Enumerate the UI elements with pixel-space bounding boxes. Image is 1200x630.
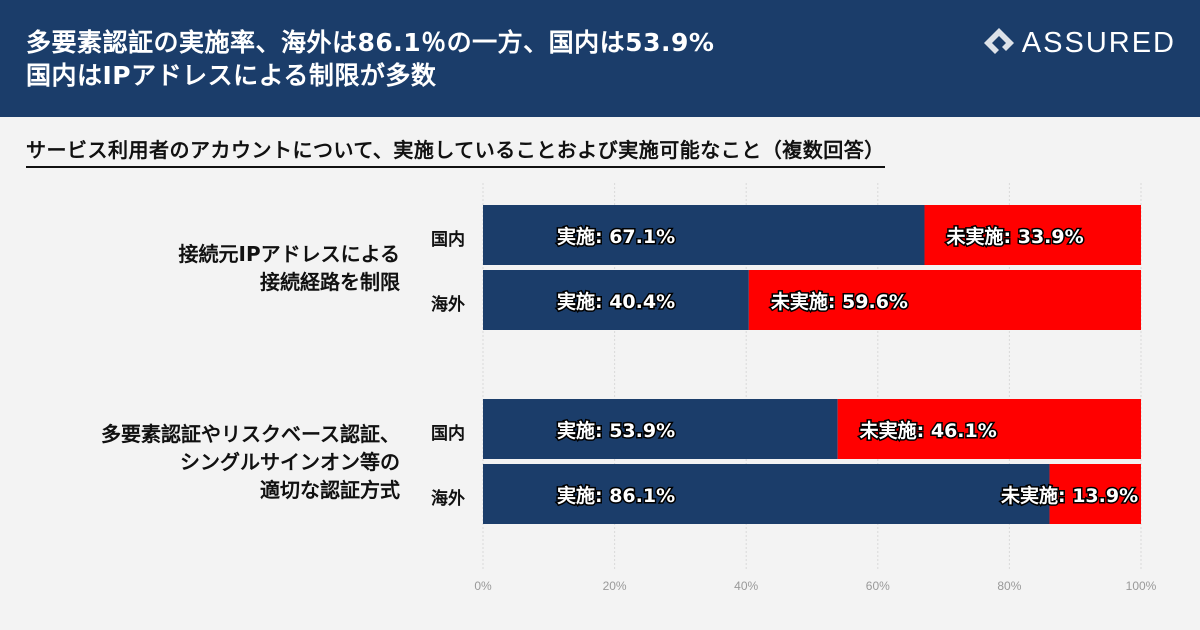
chart-subtitle: サービス利用者のアカウントについて、実施していることおよび実施可能なこと（複数回…	[26, 134, 885, 168]
data-label: 実施: 67.1%	[557, 225, 675, 248]
title-line-2: 国内はIPアドレスによる制限が多数	[26, 61, 437, 90]
bar-segment-implemented	[483, 464, 1050, 524]
x-tick-label: 0%	[474, 579, 492, 593]
x-tick-label: 40%	[734, 579, 758, 593]
x-tick-label: 20%	[603, 579, 627, 593]
data-label: 実施: 53.9%	[557, 419, 675, 442]
row-label-overseas: 海外	[431, 295, 465, 315]
data-label: 未実施: 46.1%	[859, 419, 997, 442]
data-label: 実施: 86.1%	[557, 484, 675, 507]
row-label-overseas: 海外	[431, 489, 465, 509]
bar-segment-implemented	[483, 205, 925, 265]
bar-segment-not-implemented	[748, 270, 1141, 330]
group-label-line: シングルサインオン等の	[180, 450, 400, 474]
group-label-ip: 接続元IPアドレスによる 接続経路を制限	[179, 240, 401, 296]
page-title: 多要素認証の実施率、海外は86.1％の一方、国内は53.9% 国内はIPアドレス…	[26, 26, 714, 92]
assured-logo-icon	[983, 28, 1014, 54]
x-tick-label: 60%	[866, 579, 890, 593]
row-label-domestic: 国内	[431, 424, 465, 444]
title-line-1: 多要素認証の実施率、海外は86.1％の一方、国内は53.9%	[26, 28, 715, 57]
data-label: 未実施: 13.9%	[1000, 484, 1138, 507]
bar-segment-implemented	[483, 399, 838, 459]
x-tick-label: 80%	[997, 579, 1021, 593]
bar-segment-implemented	[483, 270, 749, 330]
group-label-line: 多要素認証やリスクベース認証、	[101, 422, 400, 446]
bar-segment-not-implemented	[837, 399, 1141, 459]
bar-segment-not-implemented	[924, 205, 1141, 265]
group-label-line: 適切な認証方式	[260, 478, 400, 502]
data-label: 実施: 40.4%	[557, 290, 675, 313]
x-tick-label: 100%	[1126, 579, 1157, 593]
row-label-domestic: 国内	[431, 230, 465, 250]
data-label: 未実施: 33.9%	[946, 225, 1084, 248]
data-label: 未実施: 59.6%	[770, 290, 908, 313]
group-label-mfa: 多要素認証やリスクベース認証、 シングルサインオン等の 適切な認証方式	[101, 420, 400, 504]
header-banner: 多要素認証の実施率、海外は86.1％の一方、国内は53.9% 国内はIPアドレス…	[0, 0, 1200, 117]
group-label-line: 接続元IPアドレスによる	[178, 242, 401, 266]
group-label-line: 接続経路を制限	[260, 270, 400, 294]
bar-segment-not-implemented	[1049, 464, 1141, 524]
logo-text: ASSURED	[1021, 26, 1176, 59]
brand-logo: ASSURED	[982, 26, 1176, 60]
